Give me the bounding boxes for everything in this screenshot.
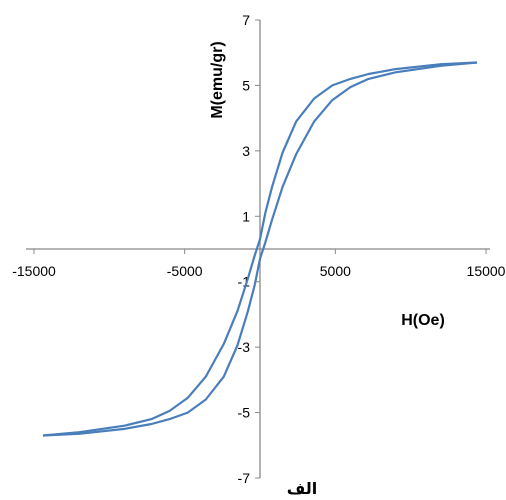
- y-tick-label: 7: [242, 12, 250, 28]
- series-layer: [42, 61, 478, 437]
- x-tick-label: -5000: [167, 263, 203, 279]
- axes: [26, 20, 490, 478]
- x-tick-label: -15000: [12, 263, 56, 279]
- y-axis-title: M(emu/gr): [209, 41, 226, 118]
- x-axis-title: H(Oe): [401, 312, 445, 329]
- series-line-ascending: [42, 61, 478, 437]
- series-line-descending: [42, 61, 478, 437]
- y-tick-label: -7: [238, 470, 251, 486]
- y-tick-label: 5: [242, 77, 250, 93]
- figure-caption: الف: [287, 479, 318, 498]
- y-tick-label: -3: [238, 339, 251, 355]
- y-tick-label: 1: [242, 208, 250, 224]
- x-tick-label: 15000: [467, 263, 506, 279]
- x-tick-label: 5000: [320, 263, 351, 279]
- y-tick-label: -5: [238, 405, 251, 421]
- y-tick-label: 3: [242, 143, 250, 159]
